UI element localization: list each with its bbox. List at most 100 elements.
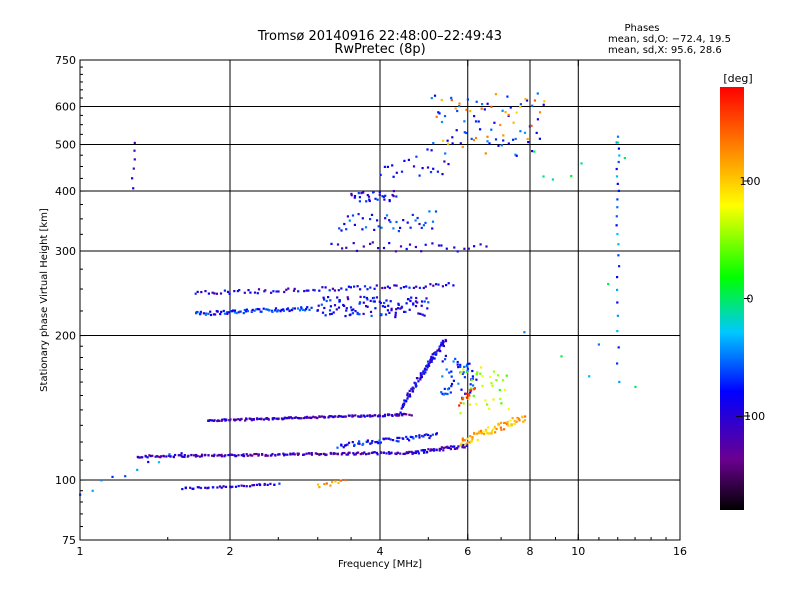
data-point: [504, 111, 507, 114]
data-point: [479, 366, 483, 369]
data-point: [423, 451, 426, 454]
data-point: [343, 222, 346, 226]
data-point: [515, 111, 518, 114]
data-point: [418, 222, 421, 226]
data-point: [463, 446, 466, 449]
data-point: [399, 307, 402, 310]
data-point: [180, 452, 183, 455]
data-point: [440, 341, 443, 344]
data-point: [155, 455, 159, 458]
data-point: [354, 310, 357, 313]
data-point: [338, 299, 341, 302]
data-point: [517, 417, 521, 420]
data-point: [270, 454, 273, 457]
data-point: [429, 449, 432, 452]
data-point: [423, 368, 426, 372]
data-point: [373, 287, 376, 290]
data-point: [426, 166, 430, 169]
data-point: [359, 453, 362, 456]
data-point: [422, 286, 425, 290]
data-point: [379, 451, 382, 454]
data-point: [389, 220, 392, 224]
data-point: [399, 287, 402, 290]
data-point: [218, 485, 222, 488]
data-point: [225, 418, 228, 421]
data-point: [422, 224, 425, 227]
data-point: [617, 189, 620, 192]
data-point: [494, 138, 498, 141]
data-point: [329, 451, 332, 455]
data-point: [463, 376, 466, 379]
data-point: [318, 486, 321, 489]
data-point: [303, 453, 306, 456]
data-point: [264, 308, 268, 311]
data-point: [242, 484, 245, 488]
data-point: [570, 175, 573, 178]
data-point: [233, 311, 237, 314]
data-point: [618, 154, 621, 157]
data-point: [381, 195, 384, 198]
data-point: [207, 312, 210, 315]
data-point: [333, 289, 336, 292]
data-point: [371, 440, 374, 443]
data-point: [423, 372, 426, 375]
data-point: [348, 219, 351, 222]
data-point: [220, 310, 223, 313]
data-point: [551, 178, 554, 181]
data-point: [403, 159, 406, 162]
data-point: [293, 307, 296, 310]
data-point: [405, 452, 408, 455]
data-point: [405, 435, 408, 438]
data-point: [374, 441, 377, 444]
data-point: [247, 289, 250, 292]
data-point: [165, 455, 168, 458]
data-point: [509, 419, 512, 422]
data-point: [260, 417, 263, 420]
data-point: [503, 388, 507, 391]
data-point: [353, 195, 357, 198]
data-point: [305, 415, 308, 418]
data-point: [240, 417, 243, 420]
x-tick-label: 4: [377, 545, 384, 558]
data-point: [450, 375, 453, 378]
data-point: [404, 310, 407, 313]
data-point: [444, 338, 447, 342]
data-point: [500, 428, 503, 431]
data-point: [471, 436, 474, 439]
data-point: [398, 413, 401, 416]
data-point: [396, 307, 400, 310]
data-point: [336, 453, 339, 456]
data-point: [305, 307, 308, 311]
data-point: [483, 432, 486, 436]
data-point: [340, 287, 343, 290]
data-point: [459, 142, 462, 145]
data-point: [454, 107, 457, 110]
data-point: [347, 298, 350, 301]
data-point: [204, 453, 207, 456]
data-point: [141, 456, 144, 459]
data-point: [451, 445, 454, 448]
colorbar: [720, 87, 744, 510]
x-axis-ticks: 1 2 4 6 8 10 16: [77, 60, 687, 558]
data-point: [485, 245, 488, 248]
data-point: [292, 289, 296, 292]
data-point: [329, 305, 332, 308]
data-point: [483, 108, 486, 111]
data-point: [400, 170, 404, 173]
data-point: [486, 140, 489, 143]
data-point: [438, 345, 441, 348]
data-point: [209, 313, 213, 317]
data-point: [231, 485, 234, 488]
data-point: [438, 447, 441, 450]
y-tick-label: 500: [55, 139, 76, 152]
data-point: [298, 309, 302, 312]
data-point: [223, 312, 226, 315]
data-point: [138, 456, 141, 459]
data-point: [615, 167, 618, 171]
data-point: [243, 308, 246, 312]
data-point: [453, 445, 456, 448]
data-point: [501, 109, 504, 112]
data-point: [411, 213, 414, 216]
data-point: [405, 413, 408, 416]
data-point: [380, 313, 383, 316]
